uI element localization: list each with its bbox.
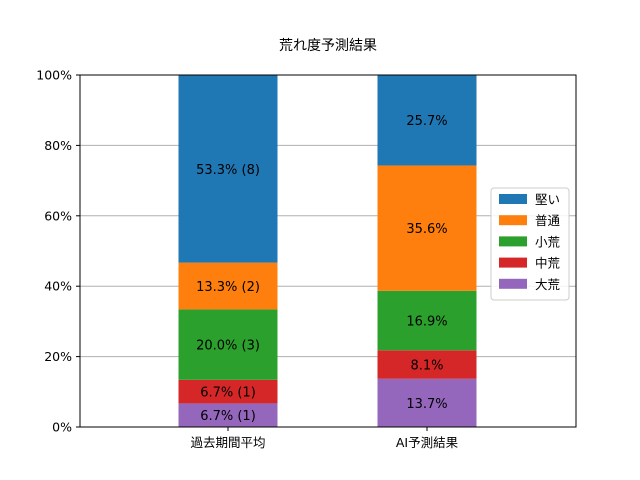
y-tick-label: 60% [44, 208, 72, 223]
y-tick-label: 20% [44, 349, 72, 364]
data-label: 25.7% [406, 114, 447, 129]
bars [178, 75, 477, 427]
legend-swatch [499, 278, 527, 289]
bar-segment [178, 379, 278, 404]
bar-segment [377, 350, 477, 379]
y-tick-label: 80% [44, 138, 72, 153]
data-label: 35.6% [406, 222, 447, 237]
data-label: 13.3% (2) [196, 280, 260, 295]
bar-segment [178, 309, 278, 380]
x-axis: 過去期間平均 AI予測結果 [190, 427, 459, 450]
x-tick-label: 過去期間平均 [190, 435, 265, 450]
legend-label: 小荒 [535, 234, 560, 249]
x-tick-label: AI予測結果 [396, 435, 459, 450]
y-tick-label: 0% [52, 420, 72, 435]
y-tick-label: 40% [44, 279, 72, 294]
data-label: 53.3% (8) [196, 163, 260, 178]
chart-title: 荒れ度予測結果 [279, 38, 377, 54]
bar-segment [377, 378, 477, 427]
plot-area-frame [79, 74, 577, 428]
data-label: 8.1% [410, 359, 443, 374]
data-label: 6.7% (1) [200, 409, 256, 424]
data-label: 6.7% (1) [200, 386, 256, 401]
y-tick-label: 100% [36, 68, 72, 83]
data-label: 20.0% (3) [196, 339, 260, 354]
legend-swatch [499, 236, 527, 247]
data-label: 16.9% [406, 315, 447, 330]
bar-segment [178, 75, 278, 263]
bar-segment [377, 165, 477, 291]
legend-swatch [499, 215, 527, 226]
data-label: 13.7% [406, 397, 447, 412]
bar-segment [178, 403, 278, 427]
legend-label: 普通 [535, 213, 561, 228]
bar-segment [178, 262, 278, 310]
legend-swatch [499, 194, 527, 204]
bar-segment [377, 75, 477, 166]
legend-label: 中荒 [535, 256, 560, 271]
bar-labels: 6.7% (1) 6.7% (1) 20.0% (3) 13.3% (2) 53.3% … [196, 114, 448, 424]
legend-label: 大荒 [535, 277, 560, 292]
y-axis: 0% 20% 40% 60% 80% 100% [36, 68, 80, 435]
legend-swatch [499, 257, 527, 268]
legend-label: 堅い [535, 192, 560, 207]
bar-segment [377, 290, 477, 351]
